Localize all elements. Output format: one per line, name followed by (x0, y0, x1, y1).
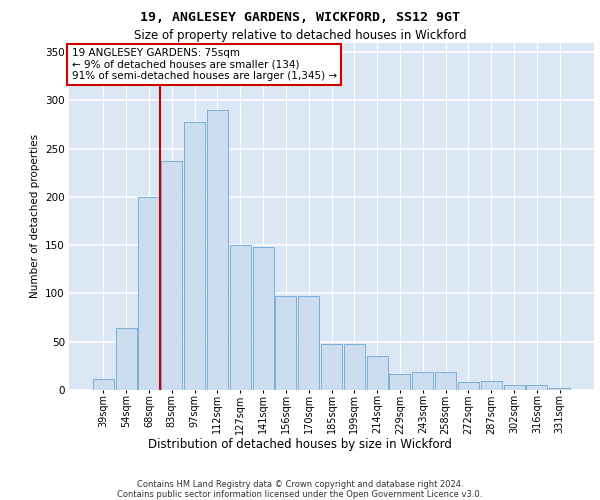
Text: Distribution of detached houses by size in Wickford: Distribution of detached houses by size … (148, 438, 452, 451)
Bar (93, 380, 114, 390)
Bar (321, 344, 342, 390)
Bar (230, 245, 251, 390)
Bar (298, 296, 319, 390)
Bar (275, 296, 296, 390)
Text: 19 ANGLESEY GARDENS: 75sqm
← 9% of detached houses are smaller (134)
91% of semi: 19 ANGLESEY GARDENS: 75sqm ← 9% of detac… (71, 48, 337, 81)
Bar (458, 382, 479, 390)
Text: Size of property relative to detached houses in Wickford: Size of property relative to detached ho… (134, 29, 466, 42)
Bar (207, 110, 228, 390)
Bar (253, 247, 274, 390)
Bar (435, 372, 456, 390)
Bar (481, 382, 502, 390)
Bar (412, 372, 433, 390)
Bar (526, 385, 547, 390)
Y-axis label: Number of detached properties: Number of detached properties (29, 134, 40, 298)
Bar (503, 385, 524, 390)
Bar (367, 356, 388, 390)
Bar (116, 328, 137, 390)
Text: 19, ANGLESEY GARDENS, WICKFORD, SS12 9GT: 19, ANGLESEY GARDENS, WICKFORD, SS12 9GT (140, 11, 460, 24)
Text: Contains HM Land Registry data © Crown copyright and database right 2024.
Contai: Contains HM Land Registry data © Crown c… (118, 480, 482, 499)
Bar (549, 388, 570, 390)
Bar (389, 374, 410, 390)
Bar (161, 161, 182, 390)
Bar (344, 344, 365, 390)
Bar (139, 197, 160, 390)
Bar (184, 122, 205, 390)
